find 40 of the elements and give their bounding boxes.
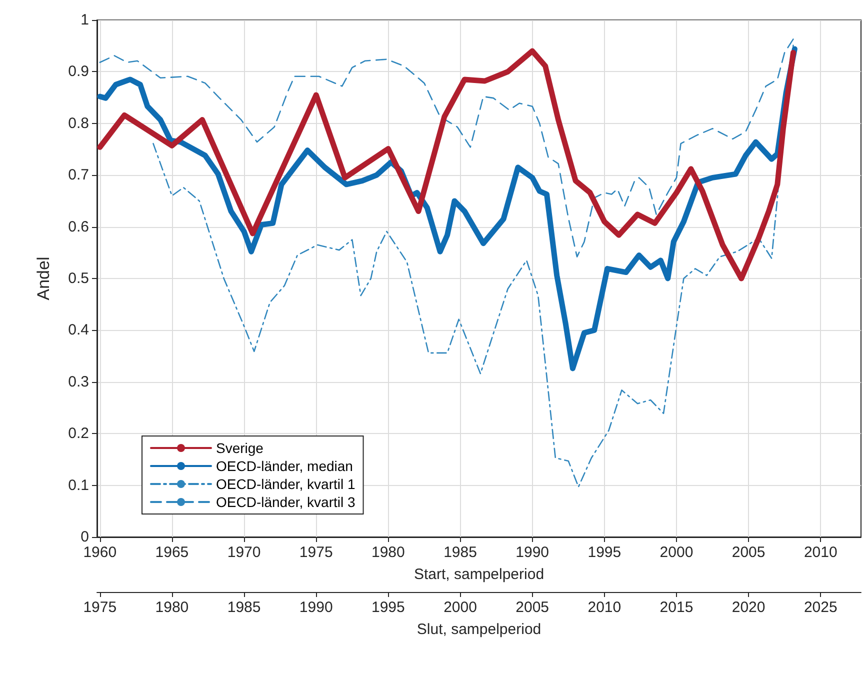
y-tick-label: 0.9: [68, 63, 89, 80]
x2-tick-label: 2000: [444, 599, 477, 616]
x2-tick-label: 1975: [83, 599, 117, 616]
x2-tick-label: 2020: [732, 599, 766, 616]
x-tick-label: 2010: [804, 544, 838, 561]
x2-tick-label: 2010: [588, 599, 622, 616]
x2-tick-label: 2005: [516, 599, 550, 616]
x-tick-label: 1965: [155, 544, 189, 561]
y-axis-title: Andel: [34, 256, 53, 300]
x2-tick-label: 1990: [299, 599, 333, 616]
legend-label: Sverige: [216, 440, 264, 456]
x2-tick-label: 1995: [371, 599, 405, 616]
x-tick-label: 1990: [516, 544, 550, 561]
x-tick-label: 1995: [588, 544, 622, 561]
x2-axis-title: Slut, sampelperiod: [416, 621, 542, 638]
x-tick-label: 2005: [732, 544, 766, 561]
x2-tick-label: 1985: [227, 599, 261, 616]
x-tick-label: 1980: [371, 544, 405, 561]
y-tick-label: 0.6: [68, 218, 89, 236]
legend-label: OECD-länder, kvartil 1: [216, 476, 356, 492]
y-tick-label: 1: [80, 12, 89, 28]
legend-label: OECD-länder, median: [216, 458, 353, 474]
x-tick-label: 2000: [660, 544, 694, 561]
y-tick-label: 0.7: [68, 166, 89, 184]
y-tick-label: 0.1: [68, 476, 89, 494]
x-axis-title: Start, sampelperiod: [414, 566, 544, 583]
y-tick-label: 0.5: [68, 270, 89, 287]
y-tick-label: 0: [80, 528, 89, 546]
legend-label: OECD-länder, kvartil 3: [216, 494, 356, 510]
x-tick-label: 1960: [83, 544, 117, 561]
x2-tick-label: 2015: [660, 599, 694, 616]
y-tick-label: 0.8: [68, 114, 89, 132]
x2-tick-label: 2025: [804, 599, 838, 616]
y-tick-label: 0.3: [68, 373, 89, 390]
x-tick-label: 1970: [227, 544, 261, 561]
x-tick-label: 1985: [444, 544, 477, 561]
y-tick-label: 0.2: [68, 425, 89, 442]
x-tick-label: 1975: [299, 544, 333, 561]
y-tick-label: 0.4: [68, 322, 89, 339]
x2-tick-label: 1980: [155, 599, 189, 616]
